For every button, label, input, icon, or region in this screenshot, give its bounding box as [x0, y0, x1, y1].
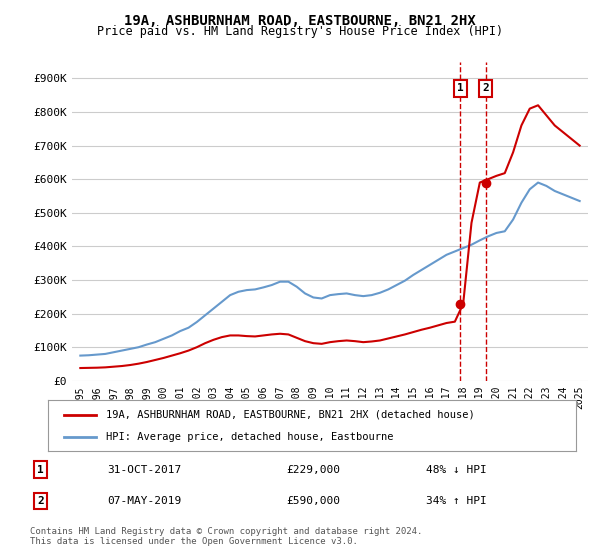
Text: Contains HM Land Registry data © Crown copyright and database right 2024.
This d: Contains HM Land Registry data © Crown c… — [30, 526, 422, 546]
Text: 2: 2 — [482, 83, 489, 94]
Text: 1: 1 — [457, 83, 464, 94]
Text: 19A, ASHBURNHAM ROAD, EASTBOURNE, BN21 2HX: 19A, ASHBURNHAM ROAD, EASTBOURNE, BN21 2… — [124, 14, 476, 28]
Text: 34% ↑ HPI: 34% ↑ HPI — [426, 496, 487, 506]
Text: HPI: Average price, detached house, Eastbourne: HPI: Average price, detached house, East… — [106, 432, 394, 442]
Text: 2: 2 — [37, 496, 44, 506]
Text: 19A, ASHBURNHAM ROAD, EASTBOURNE, BN21 2HX (detached house): 19A, ASHBURNHAM ROAD, EASTBOURNE, BN21 2… — [106, 409, 475, 419]
Text: 1: 1 — [37, 465, 44, 475]
Text: Price paid vs. HM Land Registry's House Price Index (HPI): Price paid vs. HM Land Registry's House … — [97, 25, 503, 38]
Text: 48% ↓ HPI: 48% ↓ HPI — [426, 465, 487, 475]
Text: £590,000: £590,000 — [286, 496, 340, 506]
Text: £229,000: £229,000 — [286, 465, 340, 475]
Text: 31-OCT-2017: 31-OCT-2017 — [108, 465, 182, 475]
Text: 07-MAY-2019: 07-MAY-2019 — [108, 496, 182, 506]
